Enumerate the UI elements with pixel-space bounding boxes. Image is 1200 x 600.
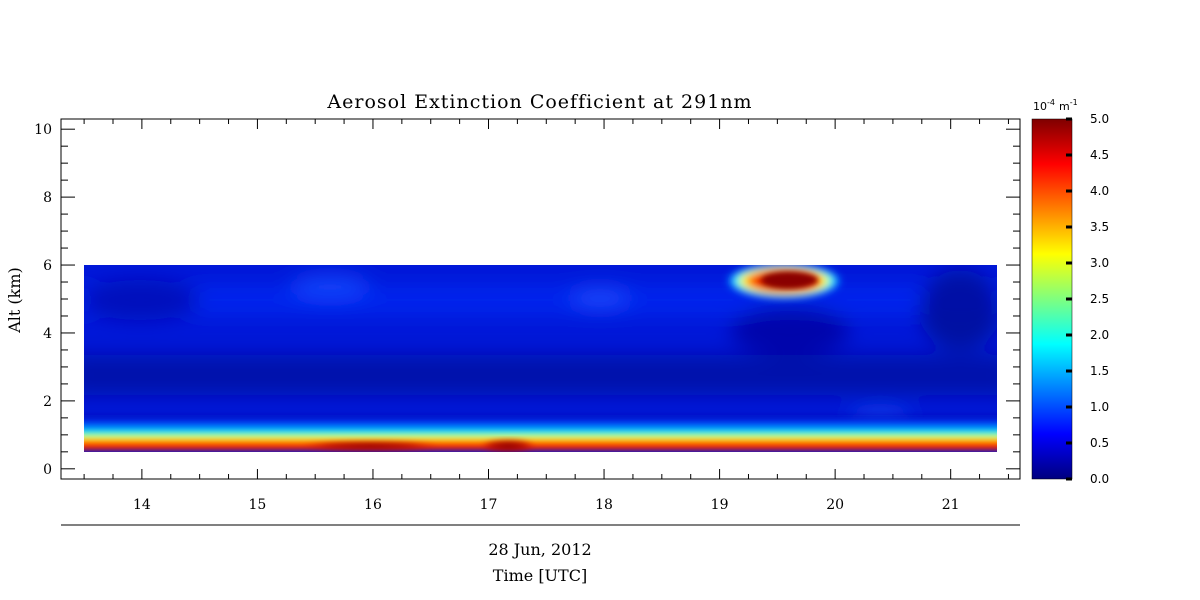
colorbar-unit-label: 10-4 m-1 (1033, 98, 1078, 113)
colorbar-ticks: 5.0 4.5 4.0 3.5 3.0 2.5 2.0 1.5 1.0 0.5 0.0 (1066, 112, 1109, 486)
colorbar-tick-label: 2.5 (1090, 292, 1109, 306)
colorbar-tick-label: 4.0 (1090, 184, 1109, 198)
colorbar-tick-label: 3.5 (1090, 220, 1109, 234)
x-tick-label: 21 (942, 497, 960, 513)
heatmap-dark-patch (84, 280, 200, 320)
unit-base: 10 (1033, 100, 1047, 113)
colorbar-tick-label: 5.0 (1090, 112, 1109, 126)
colorbar-tick-label: 2.0 (1090, 328, 1109, 342)
boundary-layer-band (84, 412, 997, 450)
colorbar-tick-label: 0.5 (1090, 436, 1109, 450)
x-ticks: 14 15 16 17 18 19 20 21 (83, 119, 1009, 513)
plume-core (762, 272, 818, 288)
x-axis-label: Time [UTC] (493, 566, 587, 585)
x-tick-label: 15 (249, 497, 267, 513)
heatmap-dark-patch (920, 270, 997, 350)
y-axis-label: Alt (km) (5, 267, 24, 334)
y-tick-label: 8 (43, 190, 52, 206)
heatmap-light-patch (290, 275, 370, 299)
boundary-layer-max (300, 441, 440, 451)
heatmap (84, 265, 997, 452)
heatmap-upper-layer (84, 285, 997, 315)
colorbar-tick-label: 4.5 (1090, 148, 1109, 162)
unit-m: m (1059, 100, 1070, 113)
colorbar-tick-label: 3.0 (1090, 256, 1109, 270)
colorbar-tick-label: 0.0 (1090, 472, 1109, 486)
x-tick-label: 14 (133, 497, 151, 513)
colorbar-tick-label: 1.0 (1090, 400, 1109, 414)
x-tick-label: 20 (826, 497, 844, 513)
y-tick-label: 2 (43, 394, 52, 410)
colorbar (1031, 118, 1073, 480)
x-tick-label: 19 (711, 497, 729, 513)
heatmap-dark-patch (730, 305, 850, 355)
colorbar-tick-label: 1.5 (1090, 364, 1109, 378)
y-ticks: 0 2 4 6 8 10 (34, 122, 1020, 478)
boundary-layer-max (480, 439, 536, 452)
heatmap-mid-dark (84, 355, 997, 395)
heatmap-light-patch (570, 288, 630, 308)
unit-exp: -4 (1047, 98, 1055, 107)
x-tick-label: 17 (480, 497, 498, 513)
y-tick-label: 0 (43, 462, 52, 478)
x-tick-label: 16 (364, 497, 382, 513)
unit-m-exp: -1 (1070, 98, 1078, 107)
x-tick-label: 18 (595, 497, 613, 513)
chart-title: Aerosol Extinction Coefficient at 291nm (326, 91, 752, 113)
y-tick-label: 6 (43, 258, 52, 274)
y-tick-label: 10 (34, 122, 52, 138)
x-axis-date-label: 28 Jun, 2012 (488, 540, 591, 559)
y-tick-label: 4 (43, 326, 52, 342)
